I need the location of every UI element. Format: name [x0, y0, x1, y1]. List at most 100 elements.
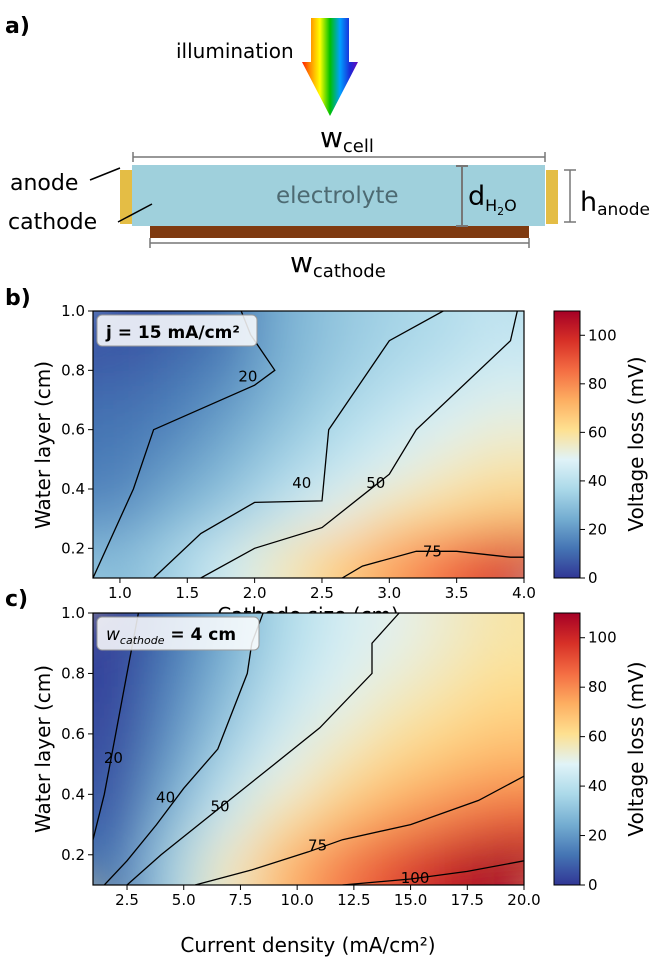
heatmap-cell	[199, 488, 256, 535]
electrolyte-body	[132, 165, 545, 226]
heatmap-edge	[146, 311, 201, 312]
x-tick-label: 10.0	[280, 891, 313, 909]
heatmap-cell	[307, 793, 364, 841]
panel-c-label: c)	[5, 587, 28, 612]
colorbar-label-c: Voltage loss (mV)	[624, 661, 648, 836]
heatmap-cell	[307, 838, 364, 885]
contour-line-40	[153, 311, 444, 578]
heatmap-cell	[307, 702, 364, 750]
w-cathode-symbol: w	[290, 246, 313, 279]
h-subscript: anode	[597, 200, 650, 220]
y-axis-label-b: Water layer (cm)	[31, 361, 55, 529]
colorbar-ticks-c: 0 20 40 60 80 100	[580, 629, 617, 894]
heatmap-cell	[145, 702, 202, 750]
heatmap-cell	[415, 793, 472, 841]
y-tick-label: 1.0	[61, 302, 85, 320]
heatmap-cell	[199, 702, 256, 750]
h-symbol: h	[580, 187, 597, 218]
heatmap-cell	[307, 532, 364, 578]
heatmap-cell	[469, 748, 524, 796]
anode-right	[546, 170, 558, 224]
heatmap-cell	[361, 488, 418, 535]
heatmap-cell	[415, 311, 472, 357]
x-tick-label: 2.5	[115, 891, 139, 909]
colorbar-tick-label: 40	[588, 472, 607, 490]
heatmap-edge	[200, 311, 255, 312]
colorbar-tick-label: 0	[588, 569, 598, 587]
heatmap-cell	[469, 702, 524, 750]
x-tick-label: 2.5	[310, 584, 334, 602]
x-tick-label: 4.0	[512, 584, 536, 602]
heatmap-cell	[253, 399, 310, 446]
colorbar-c	[553, 612, 581, 886]
anode-label: anode	[10, 171, 78, 196]
x-tick-label: 12.5	[337, 891, 370, 909]
colorbar-label-b: Voltage loss (mV)	[624, 356, 648, 531]
heatmap-cell	[145, 354, 202, 401]
h-anode-dimension	[564, 169, 576, 223]
annotation-box-b: j = 15 mA/cm²	[96, 314, 258, 347]
panel-b: b) 20 40 50 75 1.0 1.5 2.0 2.5 3.0 3.5 4.0 0.2 0.4…	[5, 286, 648, 627]
heatmap-cell	[199, 748, 256, 796]
heatmap-cell	[253, 838, 310, 885]
heatmap-b	[93, 311, 524, 578]
plot-frame-b	[92, 310, 525, 579]
heatmap-edge	[470, 311, 524, 312]
x-tick-label: 1.0	[108, 584, 132, 602]
colorbar-tick-label: 80	[588, 678, 607, 696]
heatmap-cell	[361, 702, 418, 750]
heatmap-cell	[199, 838, 256, 885]
colorbar-tick-label: 40	[588, 777, 607, 795]
heatmap-cell	[361, 354, 418, 401]
heatmap-cell	[145, 532, 202, 578]
heatmap-cell	[145, 838, 202, 885]
heatmap-cell	[307, 399, 364, 446]
colorbar-tick-label: 0	[588, 876, 598, 894]
y-axis-label-c: Water layer (cm)	[31, 665, 55, 833]
contour-line-20	[93, 613, 140, 840]
heatmap-cell	[145, 657, 202, 705]
cathode-label: cathode	[8, 210, 97, 235]
w-cathode-dimension	[149, 238, 530, 248]
heatmap-cell	[253, 793, 310, 841]
heatmap-cell	[361, 657, 418, 705]
contour-label-20: 20	[238, 367, 257, 385]
heatmap-cell	[469, 488, 524, 535]
contour-label-75: 75	[423, 542, 442, 560]
x-ticks-c: 2.5 5.0 7.5 10.0 12.5 15.0 17.5 20.0	[115, 885, 541, 909]
y-tick-label: 0.6	[61, 725, 85, 743]
heatmap-cell	[253, 702, 310, 750]
contour-label-50: 50	[366, 474, 385, 492]
x-tick-label: 3.0	[377, 584, 401, 602]
annotation-c-symbol: w	[106, 625, 120, 645]
y-tick-label: 1.0	[61, 604, 85, 622]
heatmap-cell	[253, 443, 310, 490]
heatmap-cell	[361, 748, 418, 796]
heatmap-cell	[415, 443, 472, 490]
y-tick-label: 0.8	[61, 361, 85, 379]
heatmap-cell	[199, 532, 256, 578]
annotation-b: j = 15 mA/cm²	[105, 323, 240, 343]
annotation-box-c: wcathode = 4 cm	[96, 616, 260, 651]
heatmap-cell	[199, 399, 256, 446]
contours-c: 20 40 50 75 100	[93, 613, 524, 885]
heatmap-cell	[469, 657, 524, 705]
contour-label-40: 40	[292, 474, 311, 492]
heatmap-cell	[361, 613, 418, 660]
d-h2o-label: dH2O	[468, 181, 517, 218]
x-tick-label: 2.0	[243, 584, 267, 602]
illumination-label: illumination	[176, 39, 294, 63]
h-anode-label: hanode	[580, 187, 650, 220]
heatmap-cell	[253, 354, 310, 401]
y-ticks-b: 0.2 0.4 0.6 0.8 1.0	[61, 302, 93, 557]
annotation-c-subscript: cathode	[120, 634, 165, 647]
w-cell-label: wcell	[320, 121, 374, 157]
heatmap-cell	[253, 613, 310, 660]
colorbar-ticks-b: 0 20 40 60 80 100	[580, 326, 617, 587]
y-tick-label: 0.2	[61, 539, 85, 557]
x-tick-label: 5.0	[172, 891, 196, 909]
x-tick-label: 17.5	[451, 891, 484, 909]
contour-line-50	[126, 613, 400, 885]
heatmap-cell	[93, 657, 148, 705]
